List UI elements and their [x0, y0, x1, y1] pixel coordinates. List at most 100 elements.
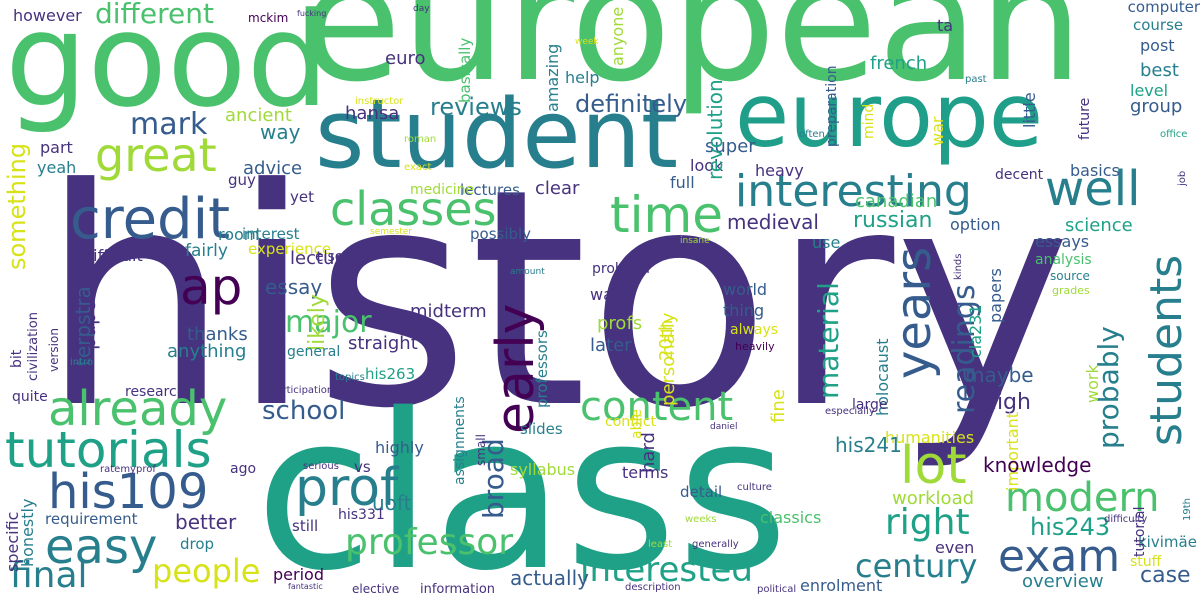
word-best: best — [1140, 60, 1179, 81]
word-canadian: canadian — [855, 191, 938, 212]
word-culture: culture — [737, 482, 772, 493]
word-ta: ta — [937, 16, 954, 35]
word-cla231: cla231 — [966, 304, 985, 358]
word-ago: ago — [230, 461, 257, 477]
word-fantastic: fantastic — [288, 582, 323, 591]
word-assignments: assignments — [452, 396, 468, 486]
word-part: part — [40, 138, 73, 157]
word-bit: bit — [9, 349, 25, 369]
word-hansa: hansa — [345, 103, 400, 124]
word-maybe: maybe — [965, 363, 1034, 387]
word-way: way — [260, 120, 301, 144]
word-possibly: possibly — [470, 225, 532, 243]
word-essays: essays — [1035, 232, 1090, 251]
word-quite: quite — [12, 389, 48, 405]
word-prof: prof — [295, 458, 399, 518]
word-ancient: ancient — [225, 105, 292, 126]
word-already: already — [48, 381, 228, 437]
word-serious: serious — [303, 461, 339, 472]
word-lecture: lecture — [290, 248, 353, 269]
word-people: people — [152, 552, 261, 590]
word-actually: actually — [510, 566, 589, 590]
word-especially: especially — [825, 406, 875, 417]
word-always: always — [730, 322, 779, 338]
word-participation: participation — [270, 385, 334, 396]
word-important: important — [1003, 412, 1022, 492]
word-office: office — [1160, 129, 1188, 140]
word-even: even — [935, 538, 975, 557]
word-modern: modern — [1005, 475, 1160, 521]
word-uoft: uoft — [372, 491, 412, 515]
word-his263: his263 — [365, 365, 416, 383]
word-his243: his243 — [1030, 513, 1111, 541]
word-case: case — [1140, 563, 1191, 588]
word-clear: clear — [535, 178, 580, 199]
word-yeah: yeah — [37, 158, 77, 177]
word-drop: drop — [180, 535, 215, 553]
word-professor: professor — [345, 522, 514, 563]
word-super: super — [705, 136, 756, 157]
word-topics: topics — [335, 372, 365, 383]
word-his241: his241 — [835, 433, 902, 457]
word-world: world — [723, 280, 768, 299]
word-likely: likely — [305, 294, 330, 352]
word-still: still — [292, 517, 319, 535]
word-interested: interested — [580, 550, 753, 590]
word-daniel: daniel — [710, 422, 738, 432]
word-stuff: stuff — [1130, 554, 1162, 570]
word-straight: straight — [348, 333, 418, 354]
word-history: history — [40, 125, 1072, 474]
word-guy: guy — [228, 171, 256, 189]
word-however: however — [13, 6, 82, 25]
word-advice: advice — [243, 158, 303, 179]
word-revolution: revolution — [703, 79, 727, 180]
word-russian: russian — [853, 208, 933, 233]
word-preparation: preparation — [824, 65, 840, 148]
word-kivim-e: kivimäe — [1138, 533, 1197, 551]
word-computer: computer — [1127, 0, 1200, 16]
word-week: week — [575, 37, 599, 47]
word-roman: roman — [404, 134, 437, 145]
word-french: french — [870, 53, 928, 74]
word-post: post — [1140, 36, 1175, 55]
word-exam: exam — [998, 531, 1121, 582]
word-semester: semester — [370, 227, 412, 237]
word-heavily: heavily — [735, 340, 775, 353]
word-source: source — [1050, 269, 1090, 283]
word-class: class — [255, 367, 789, 600]
word-wars: wars — [590, 285, 628, 304]
word-classes: classes — [330, 182, 497, 236]
word-true: true — [723, 271, 744, 282]
word-mckim: mckim — [248, 11, 289, 25]
word-workload: workload — [892, 488, 975, 509]
word-difficulty: difficulty — [1104, 514, 1148, 525]
word-use: use — [812, 233, 841, 252]
word-his109: his109 — [48, 464, 209, 520]
word-problem: problem — [592, 261, 650, 277]
word-tutorials: tutorials — [5, 421, 212, 479]
word-mark: mark — [130, 107, 208, 142]
word-civilization: civilization — [26, 311, 41, 381]
word-classics: classics — [760, 508, 822, 527]
word-past: past — [965, 74, 987, 85]
word-war: war — [928, 116, 947, 146]
word-difficult: difficult — [83, 246, 143, 265]
word-major: major — [285, 305, 372, 340]
word-slides: slides — [520, 420, 563, 438]
word-work: work — [1083, 364, 1102, 404]
word-right: right — [885, 502, 970, 543]
word-general: general — [287, 344, 341, 360]
word-insane: insane — [680, 236, 710, 246]
word-medicine: medicine — [410, 182, 475, 198]
word-amazing: amazing — [543, 43, 562, 113]
word-intro: intro — [70, 357, 94, 368]
word-thing: thing — [723, 301, 765, 320]
word-basically: basically — [456, 37, 474, 103]
word-personally: personally — [658, 312, 679, 406]
word-ratemyprof: ratemyprof — [100, 464, 156, 475]
word-european: european — [300, 0, 1084, 118]
word-students: students — [1141, 255, 1192, 447]
word-definitely: definitely — [575, 90, 688, 118]
word-interest: interest — [242, 225, 300, 243]
word-course: course — [1133, 16, 1184, 34]
